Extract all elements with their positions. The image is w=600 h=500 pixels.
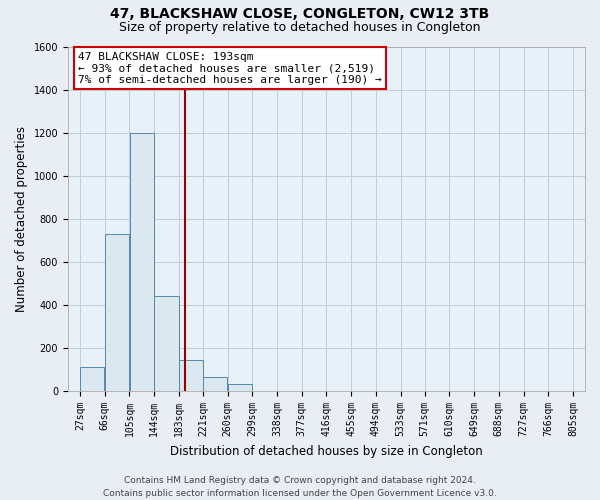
Bar [80,368,104,391]
Y-axis label: Number of detached properties: Number of detached properties [15,126,28,312]
Text: 47, BLACKSHAW CLOSE, CONGLETON, CW12 3TB: 47, BLACKSHAW CLOSE, CONGLETON, CW12 3TB [110,8,490,22]
Text: 47 BLACKSHAW CLOSE: 193sqm
← 93% of detached houses are smaller (2,519)
7% of se: 47 BLACKSHAW CLOSE: 193sqm ← 93% of deta… [78,52,382,85]
Bar [130,132,154,391]
Bar [179,360,203,391]
Text: Contains HM Land Registry data © Crown copyright and database right 2024.
Contai: Contains HM Land Registry data © Crown c… [103,476,497,498]
Bar [228,384,252,391]
Text: Size of property relative to detached houses in Congleton: Size of property relative to detached ho… [119,21,481,34]
X-axis label: Distribution of detached houses by size in Congleton: Distribution of detached houses by size … [170,444,483,458]
Bar [105,234,129,391]
Bar [203,377,227,391]
Bar [154,296,179,391]
